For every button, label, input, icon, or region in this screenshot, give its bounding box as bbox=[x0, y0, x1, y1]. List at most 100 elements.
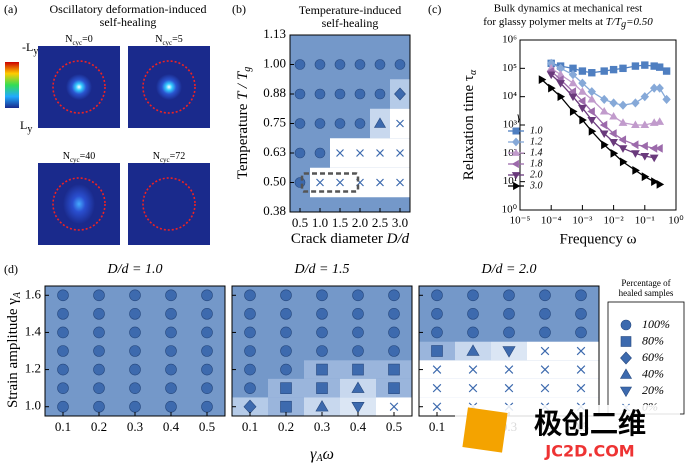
data-marker bbox=[431, 345, 443, 357]
data-marker bbox=[201, 382, 213, 394]
data-point bbox=[641, 61, 649, 69]
data-point bbox=[618, 100, 628, 110]
x-tick-label: 2.0 bbox=[352, 215, 368, 230]
y-tick-label: 1.00 bbox=[263, 55, 286, 70]
data-point bbox=[656, 180, 665, 189]
x-tick-label: 0.3 bbox=[314, 419, 330, 434]
data-marker bbox=[354, 88, 366, 100]
data-point bbox=[578, 104, 587, 113]
data-marker bbox=[376, 178, 384, 187]
label-sub: cyc bbox=[72, 39, 82, 47]
data-point bbox=[599, 130, 609, 139]
y-tick-label: 10⁶ bbox=[502, 34, 517, 46]
x-tick-label: 0.4 bbox=[163, 419, 180, 434]
data-marker bbox=[388, 382, 400, 394]
data-marker bbox=[314, 59, 326, 70]
y-tick-label: 0.38 bbox=[263, 203, 286, 218]
data-marker bbox=[352, 308, 364, 320]
data-marker bbox=[129, 308, 141, 320]
data-marker bbox=[165, 345, 177, 357]
snapshot-label: Ncyc=5 bbox=[155, 34, 183, 46]
data-marker bbox=[57, 326, 69, 339]
colorbar bbox=[5, 62, 19, 108]
x-tick-label: 0.4 bbox=[350, 419, 367, 434]
data-point bbox=[557, 92, 566, 102]
data-marker bbox=[201, 363, 213, 376]
data-point bbox=[610, 148, 619, 158]
x-tick-label: 10⁻⁴ bbox=[541, 215, 562, 227]
data-marker bbox=[466, 344, 480, 356]
x-axis-label: γAω bbox=[310, 446, 334, 465]
label-sub: cyc bbox=[162, 39, 172, 47]
legend-label: 60% bbox=[642, 350, 664, 364]
data-marker bbox=[354, 59, 366, 70]
legend-marker bbox=[619, 386, 633, 398]
data-marker bbox=[352, 289, 364, 302]
legend-marker bbox=[512, 127, 520, 135]
data-marker bbox=[351, 402, 365, 414]
data-marker bbox=[93, 308, 105, 320]
data-marker bbox=[575, 326, 587, 339]
data-marker bbox=[57, 400, 69, 413]
data-marker bbox=[376, 149, 384, 157]
data-marker bbox=[244, 382, 256, 394]
data-marker bbox=[334, 59, 346, 70]
data-point bbox=[588, 69, 596, 77]
label-text: Relaxation time τ bbox=[461, 75, 477, 180]
data-marker bbox=[396, 149, 404, 157]
data-marker bbox=[129, 382, 141, 394]
data-marker bbox=[388, 363, 400, 376]
data-marker bbox=[388, 345, 400, 357]
data-marker bbox=[201, 326, 213, 339]
deformation-blob bbox=[156, 74, 182, 100]
data-marker bbox=[129, 289, 141, 302]
data-marker bbox=[294, 147, 306, 159]
data-marker bbox=[129, 400, 141, 413]
panel-title: self-healing bbox=[322, 16, 379, 30]
data-marker bbox=[539, 289, 551, 302]
data-point bbox=[601, 140, 609, 150]
legend-marker bbox=[511, 159, 519, 169]
data-marker bbox=[201, 345, 213, 357]
data-marker bbox=[57, 363, 69, 376]
data-point bbox=[599, 120, 608, 130]
data-marker bbox=[57, 308, 69, 320]
deformation-blob bbox=[63, 184, 95, 224]
data-marker bbox=[314, 88, 326, 100]
y-tick-label: 1.0 bbox=[25, 398, 41, 413]
plot-frame bbox=[519, 39, 677, 211]
data-point bbox=[548, 83, 556, 93]
data-point bbox=[609, 111, 618, 120]
data-marker bbox=[280, 326, 292, 339]
data-point bbox=[655, 117, 665, 125]
label-text: Crack diameter bbox=[291, 231, 387, 247]
data-point bbox=[587, 94, 597, 103]
label-sub: cyc bbox=[160, 156, 170, 164]
data-marker bbox=[502, 346, 516, 358]
label-rest: =0 bbox=[82, 34, 93, 45]
crack-outline bbox=[52, 177, 106, 231]
y-tick-label: 0.63 bbox=[263, 144, 286, 159]
legend-marker bbox=[620, 319, 632, 331]
data-point bbox=[631, 120, 640, 129]
label-italic: D/d bbox=[386, 231, 410, 247]
y-tick-label: 1.2 bbox=[25, 361, 41, 376]
data-marker bbox=[539, 326, 551, 339]
data-marker bbox=[129, 345, 141, 357]
data-marker bbox=[165, 289, 177, 302]
legend-marker bbox=[619, 368, 633, 379]
data-marker bbox=[336, 178, 344, 187]
legend-label: 20% bbox=[642, 383, 664, 397]
data-marker bbox=[165, 308, 177, 320]
data-point bbox=[569, 107, 578, 116]
watermark-url: JC2D.COM bbox=[544, 442, 634, 461]
label-base: N bbox=[155, 34, 162, 45]
data-marker bbox=[165, 326, 177, 339]
data-marker bbox=[356, 149, 364, 157]
y-tick-label: 0.88 bbox=[263, 85, 286, 100]
label-text: Temperature bbox=[235, 100, 251, 179]
data-marker bbox=[316, 289, 328, 302]
x-tick-label: 0.5 bbox=[199, 419, 215, 434]
data-marker bbox=[388, 308, 400, 320]
data-point bbox=[619, 157, 628, 167]
